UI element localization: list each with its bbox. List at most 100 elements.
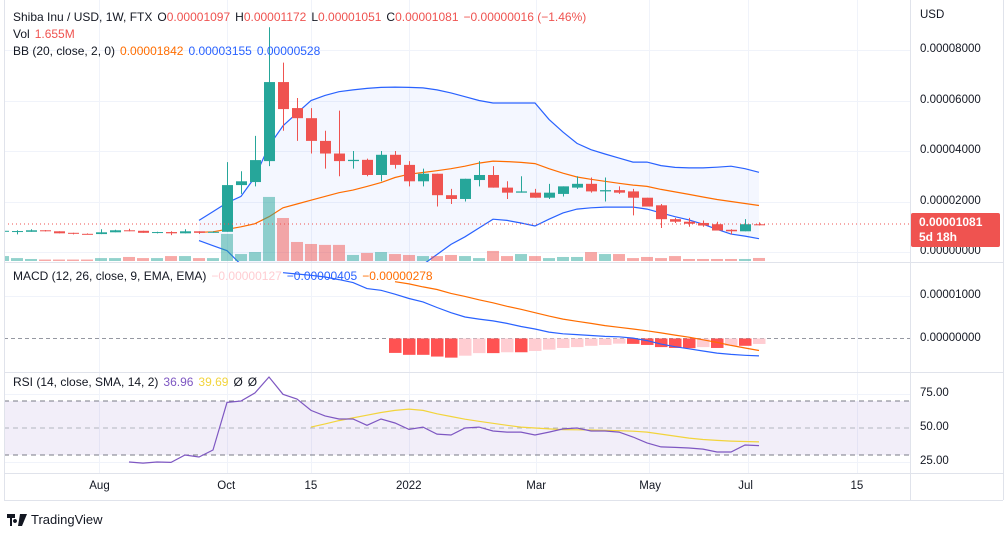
macd-tick-label: 0.00001000 bbox=[920, 288, 981, 301]
volume-bar bbox=[403, 254, 415, 261]
rsi-extra-2: Ø bbox=[247, 375, 258, 389]
candle-body bbox=[68, 232, 79, 234]
close-label: C bbox=[386, 10, 396, 24]
volume-bars bbox=[4, 196, 765, 261]
candle-body bbox=[82, 233, 93, 235]
volume-bar bbox=[4, 256, 9, 261]
candle-body bbox=[474, 174, 485, 181]
volume-bar bbox=[361, 252, 373, 261]
price-tick-label: 0.00004000 bbox=[920, 144, 981, 156]
volume-bar bbox=[445, 254, 457, 261]
volume-bar bbox=[543, 258, 555, 261]
time-tick-label: Oct bbox=[217, 480, 236, 492]
volume-bar bbox=[669, 256, 681, 261]
candle-body bbox=[12, 231, 23, 233]
rsi-tick-label: 25.00 bbox=[920, 454, 949, 467]
candle-body bbox=[726, 229, 737, 232]
price-tick-label: 0.00000000 bbox=[920, 245, 981, 257]
rsi-line bbox=[128, 376, 760, 464]
macd-histogram-bar bbox=[753, 338, 766, 344]
tradingview-logo[interactable]: TradingView bbox=[7, 512, 103, 527]
time-tick-label: 15 bbox=[304, 480, 318, 492]
macd-line bbox=[282, 272, 760, 357]
price-tick-label: 0.00006000 bbox=[920, 93, 981, 106]
candle-body bbox=[656, 205, 667, 220]
volume-bar bbox=[515, 254, 527, 261]
macd-histogram-bar bbox=[403, 338, 416, 355]
close-value: 0.00001081 bbox=[395, 10, 459, 24]
time-tick-label: Aug bbox=[89, 480, 110, 492]
volume-bar bbox=[123, 256, 135, 261]
candle-body bbox=[376, 154, 387, 175]
rsi-pane bbox=[4, 376, 910, 464]
candle-body bbox=[124, 230, 135, 232]
candle-body bbox=[110, 230, 121, 233]
candle-body bbox=[4, 230, 9, 232]
rsi-tick-label: 50.00 bbox=[920, 421, 949, 433]
candle-body bbox=[334, 153, 345, 162]
candle-body bbox=[670, 219, 681, 222]
time-tick-label: 15 bbox=[850, 480, 864, 492]
rsi-legend[interactable]: RSI (14, close, SMA, 14, 2) 36.96 39.69 Ø Ø bbox=[13, 375, 262, 389]
candle-body bbox=[306, 118, 317, 141]
high-label: H bbox=[235, 10, 244, 24]
candle-body bbox=[404, 164, 415, 182]
volume-bar bbox=[375, 252, 387, 261]
candle-body bbox=[138, 230, 149, 233]
macd-signal-line bbox=[394, 281, 760, 352]
candle-body bbox=[516, 191, 527, 193]
volume-bar bbox=[221, 233, 233, 261]
rsi-extra-1: Ø bbox=[233, 375, 243, 389]
macd-tick-label: 0.00000000 bbox=[920, 331, 981, 344]
rsi-label: RSI (14, close, SMA, 14, 2) bbox=[13, 375, 159, 389]
volume-bar bbox=[39, 259, 51, 261]
volume-bar bbox=[277, 217, 289, 261]
macd-histogram-bar bbox=[529, 338, 542, 351]
rsi-tick-label: 75.00 bbox=[920, 387, 949, 400]
volume-value: 1.655M bbox=[34, 27, 75, 41]
candle-body bbox=[348, 159, 359, 162]
volume-bar bbox=[641, 256, 653, 261]
time-tick-label: 2022 bbox=[396, 480, 422, 492]
volume-bar bbox=[95, 258, 107, 261]
volume-bar bbox=[179, 256, 191, 261]
price-tick-label: 0.00008000 bbox=[920, 43, 981, 55]
volume-bar bbox=[25, 258, 37, 261]
bb-lower-value: 0.00000528 bbox=[256, 44, 321, 58]
volume-bar bbox=[683, 258, 695, 261]
macd-histogram-bar bbox=[711, 338, 724, 348]
candle-body bbox=[292, 108, 303, 119]
candle-body bbox=[754, 224, 765, 226]
volume-bar bbox=[67, 259, 79, 261]
candle-body bbox=[712, 224, 723, 231]
volume-bar bbox=[207, 258, 219, 261]
candle-body bbox=[264, 82, 275, 162]
volume-bar bbox=[319, 244, 331, 261]
candle-body bbox=[362, 159, 373, 175]
macd-histogram-bar bbox=[613, 338, 626, 344]
candle-body bbox=[278, 82, 289, 110]
macd-histogram-bar bbox=[655, 338, 668, 348]
bb-legend[interactable]: BB (20, close, 2, 0) 0.00001842 0.00003155… bbox=[13, 44, 325, 58]
volume-bar bbox=[417, 256, 429, 261]
macd-histogram-bar bbox=[669, 338, 682, 348]
volume-legend[interactable]: Vol 1.655M bbox=[13, 27, 80, 41]
macd-histogram-value: −0.00000127 bbox=[211, 269, 282, 283]
tradingview-logo-icon bbox=[7, 513, 27, 526]
candle-body bbox=[586, 183, 597, 192]
macd-legend[interactable]: MACD (12, 26, close, 9, EMA, EMA) −0.0000… bbox=[13, 269, 438, 283]
candle-body bbox=[222, 185, 233, 232]
candle-body bbox=[614, 190, 625, 193]
volume-bar bbox=[249, 252, 261, 261]
candle-body bbox=[40, 230, 51, 232]
candle-body bbox=[530, 192, 541, 198]
macd-histogram-bar bbox=[557, 338, 570, 348]
time-tick-label: May bbox=[639, 480, 661, 492]
volume-bar bbox=[389, 254, 401, 261]
candle-body bbox=[628, 191, 639, 198]
macd-histogram-bar bbox=[683, 338, 696, 349]
currency-label: USD bbox=[920, 9, 945, 21]
candle-body bbox=[460, 178, 471, 199]
volume-bar bbox=[655, 258, 667, 261]
